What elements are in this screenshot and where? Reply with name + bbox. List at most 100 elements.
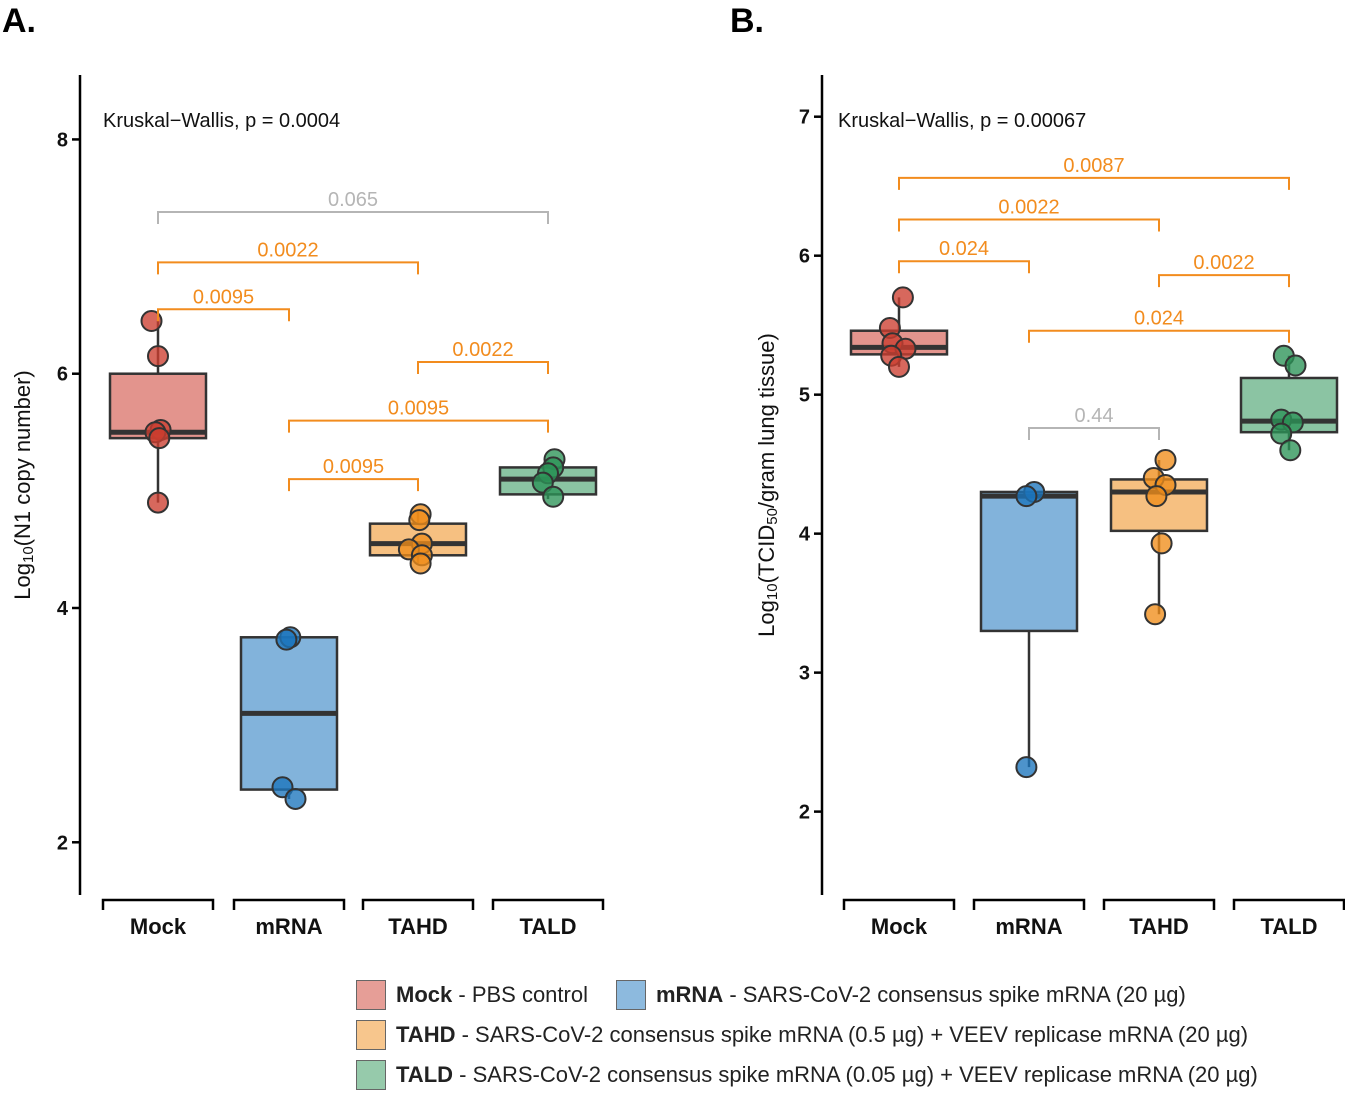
x-tick-label: mRNA (995, 914, 1062, 939)
x-category-bracket (1232, 898, 1345, 910)
x-tick-label: TALD (1260, 914, 1317, 939)
comparison-p-value: 0.0087 (1063, 155, 1124, 177)
legend-separator: - (453, 1062, 473, 1087)
x-category-bracket (491, 898, 605, 910)
legend-text-tald: SARS-CoV-2 consensus spike mRNA (0.05 µg… (472, 1062, 1258, 1087)
y-axis-label-part: (N1 copy number) (10, 370, 35, 546)
comparison-bracket (898, 218, 1160, 232)
data-point (140, 310, 163, 332)
comparison-p-value: 0.0022 (257, 239, 318, 261)
comparison-bracket (417, 361, 549, 374)
y-tick-label: 6 (57, 364, 68, 386)
x-tick-label: Mock (130, 914, 187, 939)
x-tick-label: mRNA (255, 914, 322, 939)
legend-text-mrna: SARS-CoV-2 consensus spike mRNA (20 µg) (742, 982, 1186, 1007)
y-tick-label: 2 (799, 802, 810, 824)
data-point (1279, 439, 1302, 462)
y-axis-label-part: (TCID (754, 525, 779, 584)
comparison-bracket (1028, 427, 1160, 441)
data-point (1154, 448, 1177, 471)
legend-separator: - (452, 982, 472, 1007)
comparison-bracket (288, 419, 549, 433)
x-category-bracket (101, 898, 215, 910)
data-point (409, 552, 432, 575)
comparison-p-value: 0.44 (1075, 405, 1114, 427)
comparison-bracket (157, 211, 549, 225)
data-point (1150, 532, 1173, 555)
comparison-bracket (898, 176, 1290, 190)
box-body (979, 490, 1079, 633)
data-point (1015, 756, 1038, 779)
panel-b: B. 2 3 4 5 6 7 Log10(TCID50/gram lung tissue) Mo… (730, 2, 1345, 939)
x-category-bracket (361, 898, 475, 910)
legend: Mock - PBS control mRNA - SARS-CoV-2 con… (356, 975, 1341, 1095)
legend-key-mrna: mRNA (655, 982, 724, 1007)
x-tick-label: TAHD (1129, 914, 1188, 939)
y-tick-label: 5 (799, 385, 810, 407)
data-point (888, 355, 910, 378)
data-point (275, 628, 298, 651)
comparison-bracket (157, 308, 290, 322)
legend-item-mock: Mock - PBS control (356, 980, 588, 1010)
legend-row: TAHD - SARS-CoV-2 consensus spike mRNA (… (356, 1015, 1341, 1055)
y-axis-label-part: 50 (764, 508, 781, 525)
comparison-p-value: 0.024 (1134, 308, 1184, 330)
x-tick-label: TALD (519, 914, 576, 939)
x-category-bracket (972, 898, 1086, 910)
data-point (1015, 485, 1038, 508)
data-point (1144, 603, 1167, 626)
comparison-p-value: 0.0095 (388, 398, 449, 420)
x-category-bracket (842, 898, 956, 910)
kruskal-wallis-text: Kruskal−Wallis, p = 0.00067 (838, 110, 1086, 132)
y-tick-label: 4 (799, 524, 811, 546)
legend-swatch-mock (356, 980, 386, 1010)
y-tick-label: 7 (799, 107, 810, 129)
x-category-bracket (1102, 898, 1216, 910)
legend-swatch-mrna (615, 980, 646, 1010)
y-axis-label-part: 10 (764, 583, 781, 600)
legend-item-tald: TALD - SARS-CoV-2 consensus spike mRNA (… (356, 1060, 1258, 1090)
legend-separator: - (723, 982, 743, 1007)
y-axis-label-part: Log (10, 563, 35, 600)
y-tick-label: 6 (799, 246, 810, 268)
legend-text-mock: PBS control (471, 982, 588, 1007)
comparison-p-value: 0.065 (328, 189, 378, 211)
data-point (542, 485, 565, 508)
panel-a: A. 2 4 6 8 Log10(N1 copy number) Mock mRNA TAHD T… (2, 2, 605, 939)
y-tick-label: 3 (799, 663, 810, 685)
comparison-p-value: 0.0022 (1193, 252, 1254, 274)
comparison-p-value: 0.024 (939, 238, 989, 260)
legend-separator: - (455, 1022, 476, 1047)
data-point (284, 787, 307, 810)
y-axis-label: Log10(N1 copy number) (10, 370, 37, 599)
legend-key-tahd: TAHD (396, 1022, 456, 1047)
comparison-p-value: 0.0095 (323, 456, 384, 478)
y-tick-label: 2 (57, 832, 68, 854)
kruskal-wallis-text: Kruskal−Wallis, p = 0.0004 (103, 110, 340, 132)
data-point (1284, 354, 1307, 377)
comparison-bracket (288, 478, 419, 492)
data-point (1145, 485, 1168, 508)
legend-item-tahd: TAHD - SARS-CoV-2 consensus spike mRNA (… (356, 1020, 1248, 1050)
comparison-bracket (157, 261, 419, 275)
panel-label: B. (730, 2, 764, 40)
data-point (891, 286, 914, 309)
data-point (408, 509, 431, 532)
panel-label: A. (2, 2, 36, 40)
data-point (147, 491, 169, 514)
data-point (147, 345, 169, 368)
legend-swatch-tahd (356, 1020, 386, 1050)
y-tick-label: 8 (57, 129, 68, 151)
comparison-bracket (1028, 329, 1290, 343)
legend-item-mrna: mRNA - SARS-CoV-2 consensus spike mRNA (… (615, 980, 1186, 1010)
y-axis-label-part: /gram lung tissue) (754, 333, 779, 508)
box-mrna (979, 490, 1079, 768)
x-category-bracket (232, 898, 346, 910)
data-point (148, 427, 171, 450)
legend-row: TALD - SARS-CoV-2 consensus spike mRNA (… (356, 1055, 1341, 1095)
legend-text-tahd: SARS-CoV-2 consensus spike mRNA (0.5 µg)… (475, 1022, 1249, 1047)
legend-key-mock: Mock (396, 982, 453, 1007)
legend-key-tald: TALD (396, 1062, 454, 1087)
y-tick-label: 4 (57, 598, 69, 620)
